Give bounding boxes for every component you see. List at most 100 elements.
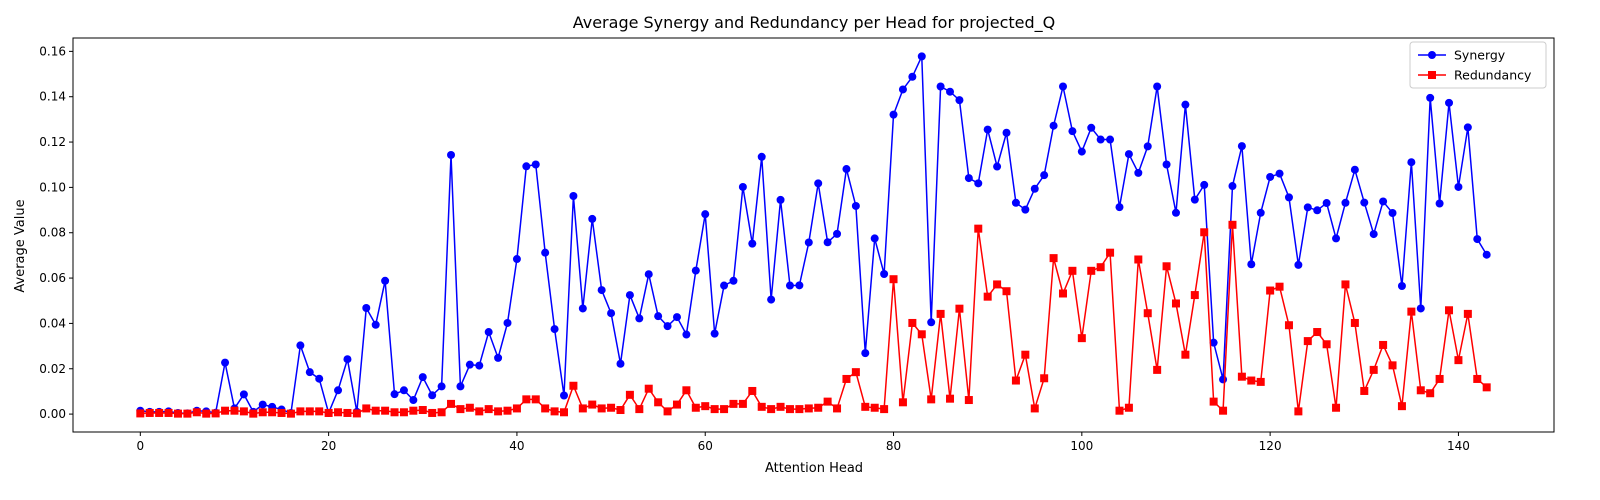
synergy-point (1266, 172, 1275, 181)
redundancy-point (1303, 337, 1312, 346)
redundancy-point (249, 409, 258, 418)
synergy-point (334, 386, 343, 395)
redundancy-point (710, 405, 719, 414)
synergy-point (955, 96, 964, 105)
redundancy-point (512, 404, 521, 413)
synergy-point (625, 291, 634, 300)
redundancy-point (1228, 220, 1237, 229)
redundancy-point (268, 408, 277, 417)
redundancy-point (814, 403, 823, 412)
y-tick-label: 0.00 (39, 407, 66, 421)
redundancy-point (955, 304, 964, 313)
redundancy-point (823, 397, 832, 406)
synergy-point (663, 322, 672, 331)
synergy-point (1284, 193, 1293, 202)
legend-label: Redundancy (1454, 68, 1532, 83)
redundancy-point (776, 402, 785, 411)
x-tick-label: 20 (321, 439, 336, 453)
synergy-point (1134, 168, 1143, 177)
synergy-point (917, 52, 926, 61)
synergy-point (1124, 150, 1133, 159)
synergy-point (1002, 128, 1011, 137)
redundancy-point (1143, 309, 1152, 318)
synergy-point (983, 125, 992, 134)
redundancy-point (258, 408, 267, 417)
synergy-point (1416, 304, 1425, 313)
y-axis-label: Average Value (13, 199, 28, 292)
synergy-point (428, 391, 437, 400)
redundancy-point (616, 406, 625, 415)
redundancy-point (701, 402, 710, 411)
synergy-point (1219, 375, 1228, 384)
synergy-point (239, 390, 248, 399)
synergy-point (447, 150, 456, 159)
redundancy-point (1266, 286, 1275, 295)
redundancy-point (880, 405, 889, 414)
synergy-point (1059, 82, 1068, 91)
synergy-point (1379, 197, 1388, 206)
redundancy-point (635, 405, 644, 414)
synergy-point (710, 329, 719, 338)
redundancy-point (1068, 266, 1077, 275)
redundancy-point (1445, 306, 1454, 315)
redundancy-point (861, 402, 870, 411)
y-tick-label: 0.16 (39, 44, 66, 58)
synergy-point (541, 248, 550, 257)
synergy-point (296, 341, 305, 350)
redundancy-point (1369, 365, 1378, 374)
synergy-point (578, 304, 587, 313)
redundancy-point (428, 408, 437, 417)
redundancy-point (475, 407, 484, 416)
x-tick-label: 100 (1070, 439, 1093, 453)
synergy-point (1454, 182, 1463, 191)
redundancy-series (136, 220, 1491, 418)
synergy-point (1407, 158, 1416, 167)
redundancy-point (993, 280, 1002, 289)
synergy-point (974, 179, 983, 188)
redundancy-point (870, 403, 879, 412)
y-tick-label: 0.02 (39, 362, 66, 376)
synergy-point (597, 286, 606, 295)
x-tick-label: 40 (509, 439, 524, 453)
y-tick-label: 0.10 (39, 180, 66, 194)
redundancy-point (352, 409, 361, 418)
synergy-point (1473, 235, 1482, 244)
synergy-point (522, 162, 531, 171)
redundancy-point (296, 407, 305, 416)
synergy-point (1388, 209, 1397, 218)
synergy-point (785, 281, 794, 290)
redundancy-point (851, 368, 860, 377)
redundancy-point (936, 309, 945, 318)
redundancy-point (1002, 287, 1011, 296)
synergy-point (512, 255, 521, 264)
synergy-point (870, 234, 879, 243)
redundancy-point (1209, 397, 1218, 406)
axes-frame (72, 37, 1555, 433)
synergy-point (1360, 198, 1369, 207)
synergy-point (1200, 180, 1209, 189)
synergy-point (1011, 198, 1020, 207)
synergy-point (1068, 127, 1077, 136)
redundancy-point (588, 400, 597, 409)
synergy-point (936, 82, 945, 91)
redundancy-point (748, 386, 757, 395)
redundancy-point (399, 408, 408, 417)
redundancy-point (672, 400, 681, 409)
redundancy-point (437, 408, 446, 417)
synergy-point (1162, 160, 1171, 169)
synergy-point (993, 162, 1002, 171)
redundancy-point (898, 398, 907, 407)
synergy-point (399, 386, 408, 395)
redundancy-point (1360, 386, 1369, 395)
synergy-point (1153, 82, 1162, 91)
redundancy-point (1124, 403, 1133, 412)
legend-item-synergy: Synergy (1418, 48, 1506, 63)
synergy-point (946, 87, 955, 96)
synergy-point (908, 72, 917, 81)
redundancy-point (1200, 228, 1209, 237)
redundancy-point (409, 406, 418, 415)
redundancy-point (1181, 350, 1190, 359)
redundancy-point (644, 384, 653, 393)
synergy-point (315, 374, 324, 383)
synergy-point (1237, 142, 1246, 151)
